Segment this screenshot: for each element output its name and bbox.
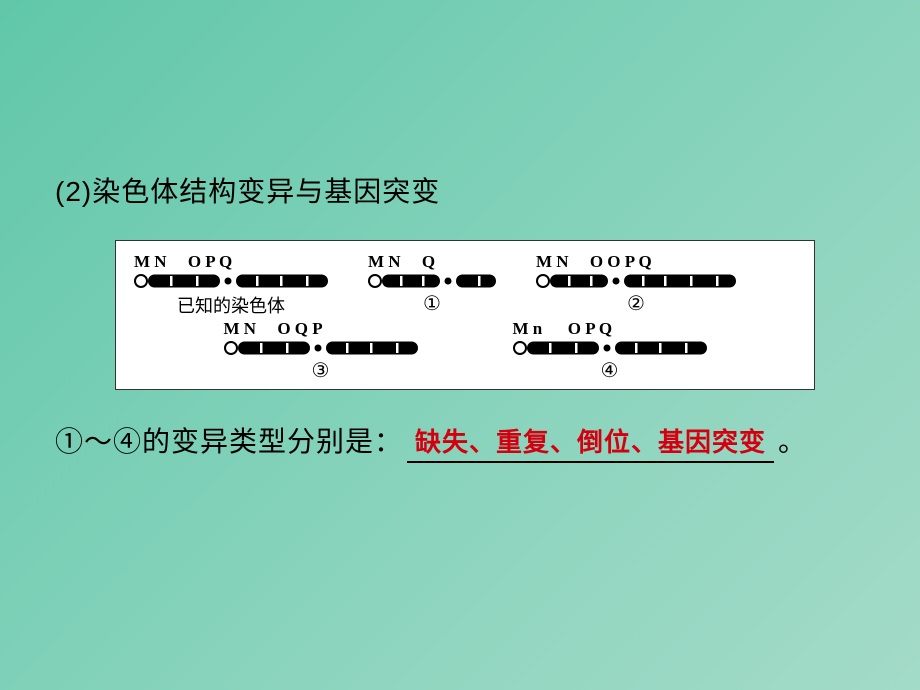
answer-prefix: ①～④的变异类型分别是： [55,420,403,460]
answer-suffix: 。 [778,420,807,460]
gene-labels: M N O Q P [224,320,418,337]
diagram-row-1: M N O P Q 已知的染色体 M N Q ① M N O O P Q ② [134,253,796,318]
section-heading: (2)染色体结构变异与基因突变 [55,170,865,210]
gene-labels: M N Q [368,253,496,270]
chromosome-c2: M N O O P Q ② [536,253,736,318]
chromosome-c3: M N O Q P ③ [224,320,418,383]
chromosome-svg [368,272,496,290]
chromosome-c1: M N Q ① [368,253,496,318]
chromosome-svg [134,272,328,290]
chromosome-svg [513,339,707,357]
diagram-row-2: M N O Q P ③ M n O P Q ④ [134,320,796,383]
gene-labels: M N O O P Q [536,253,736,270]
chromosome-svg [536,272,736,290]
chromosome-diagram: M N O P Q 已知的染色体 M N Q ① M N O O P Q ② M N O … [115,240,815,390]
gene-labels: M N O P Q [134,253,328,270]
answer-line: ①～④的变异类型分别是： 缺失、重复、倒位、基因突变 。 [55,420,865,463]
chromosome-caption: 已知的染色体 [177,292,285,318]
chromosome-known: M N O P Q 已知的染色体 [134,253,328,318]
slide-content: (2)染色体结构变异与基因突变 M N O P Q已知的染色体M N Q①M N… [55,170,865,463]
answer-text: 缺失、重复、倒位、基因突变 [407,422,774,463]
chromosome-caption: ③ [312,358,330,383]
chromosome-c4: M n O P Q ④ [513,320,707,383]
chromosome-caption: ④ [601,358,619,383]
chromosome-caption: ① [423,291,441,316]
chromosome-svg [224,339,418,357]
gene-labels: M n O P Q [513,320,707,337]
chromosome-caption: ② [627,291,645,316]
